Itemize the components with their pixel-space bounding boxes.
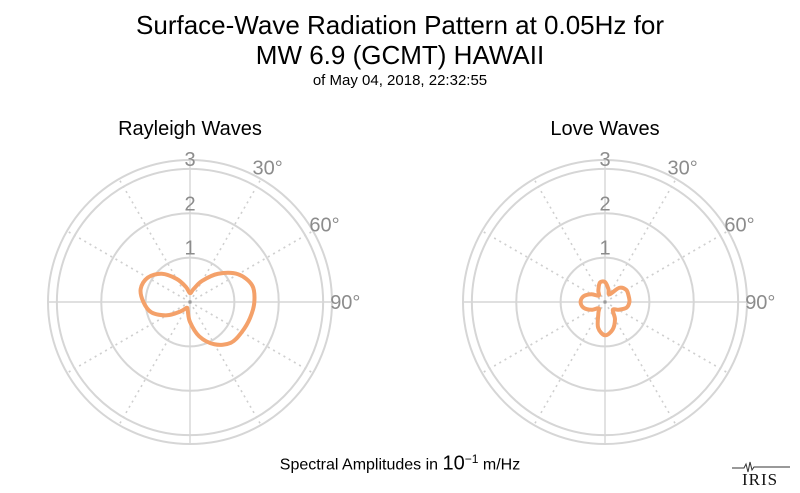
love-panel-title: Love Waves (550, 118, 660, 140)
footer-exponent: −1 (464, 452, 479, 466)
angle-tick-label: 60° (724, 214, 754, 236)
love-polar-plot: 1 2 3 30° 60° 90° (462, 149, 775, 445)
footer-caption: Spectral Amplitudes in 10−1 m/Hz (0, 452, 800, 475)
center-point (188, 300, 192, 304)
angle-tick-label: 90° (330, 292, 360, 314)
radial-tick-label: 2 (599, 193, 610, 215)
grid-ring (559, 256, 651, 348)
radial-tick-label: 3 (599, 149, 610, 171)
angle-tick-label: 60° (309, 214, 339, 236)
spoke-line (118, 301, 191, 426)
spoke-line (533, 301, 606, 426)
rayleigh-polar-plot: 1 2 3 30° 60° 90° (47, 149, 360, 445)
title-line-1: Surface-Wave Radiation Pattern at 0.05Hz… (136, 10, 664, 40)
spoke-line (604, 178, 677, 303)
iris-logo-text: IRIS (742, 470, 778, 488)
spoke-line (118, 178, 191, 303)
grid-ring (515, 212, 695, 392)
angle-tick-label: 90° (745, 292, 775, 314)
center-point (603, 300, 607, 304)
radial-tick-label: 3 (184, 149, 195, 171)
radial-tick-label: 2 (184, 193, 195, 215)
angle-tick-label: 30° (668, 157, 698, 179)
spoke-line (481, 301, 606, 374)
footer-base: 10 (442, 452, 465, 475)
grid-ring (47, 159, 333, 445)
footer-unit: m/Hz (478, 456, 521, 474)
radiation-pattern-line (578, 279, 632, 338)
grid-ring (144, 256, 236, 348)
spoke-line (604, 230, 729, 303)
spoke-line (66, 230, 191, 303)
radial-tick-label: 1 (599, 238, 610, 260)
grid-ring (470, 167, 740, 437)
figure-title: Surface-Wave Radiation Pattern at 0.05Hz… (0, 10, 800, 91)
spoke-line (189, 230, 314, 303)
grid-ring (55, 167, 325, 437)
spoke-line (604, 301, 729, 374)
grid-ring (100, 212, 280, 392)
iris-logo: IRIS (732, 461, 790, 488)
subtitle: of May 04, 2018, 22:32:55 (312, 72, 488, 89)
spoke-line (481, 230, 606, 303)
radiation-pattern-line (138, 270, 257, 347)
radial-tick-label: 1 (184, 238, 195, 260)
spoke-line (533, 178, 606, 303)
grid-ring (462, 159, 748, 445)
footer-prefix: Spectral Amplitudes in (279, 456, 443, 474)
rayleigh-panel-title: Rayleigh Waves (118, 118, 262, 140)
angle-tick-label: 30° (253, 157, 283, 179)
title-line-2: MW 6.9 (GCMT) HAWAII (255, 40, 545, 70)
